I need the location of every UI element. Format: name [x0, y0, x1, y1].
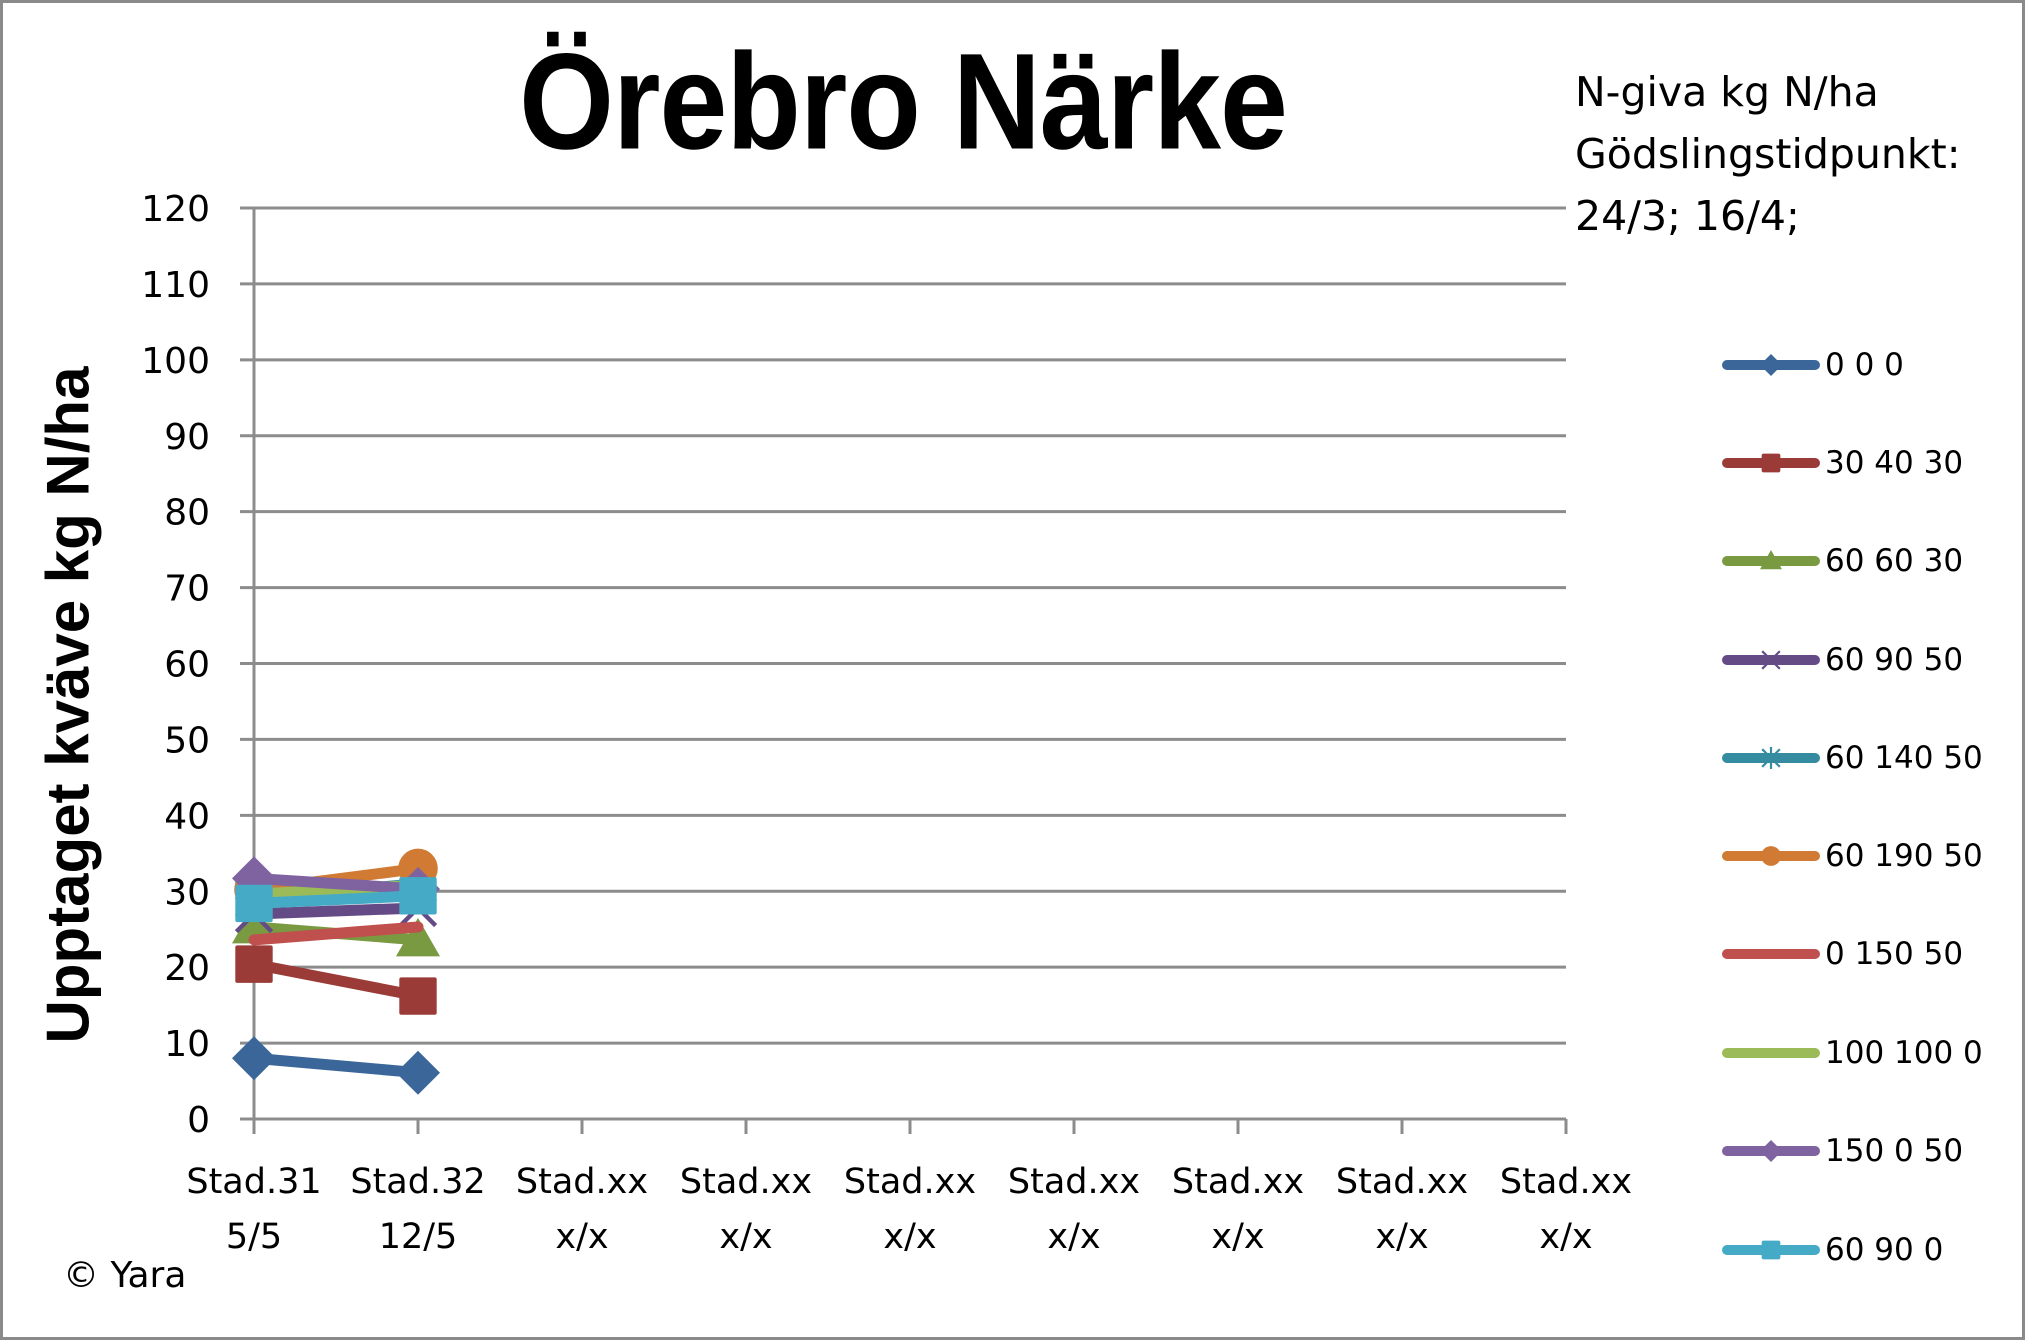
legend-item: 60 90 50: [1721, 640, 1963, 680]
triangle-marker-icon: [1760, 550, 1782, 570]
legend-label: 60 140 50: [1825, 740, 1983, 776]
y-tick-label: 30: [164, 872, 210, 913]
fertilization-info: N-giva kg N/ha Gödslingstidpunkt: 24/3; …: [1575, 61, 1961, 247]
legend-swatch-icon: [1722, 1048, 1820, 1058]
square-marker-icon: [399, 977, 437, 1015]
legend-label: 0 150 50: [1825, 936, 1964, 972]
y-tick-label: 80: [164, 493, 210, 534]
legend-swatch-icon: [1722, 650, 1820, 670]
x-tick-label-stage: Stad.xx: [680, 1162, 812, 1202]
x-tick-label-stage: Stad.xx: [516, 1162, 648, 1202]
square-marker-icon: [235, 945, 273, 983]
x-tick-label-stage: Stad.32: [350, 1162, 485, 1202]
gridlines: [240, 206, 1566, 1133]
legend-label: 60 90 50: [1825, 642, 1964, 678]
legend-swatch-icon: [1722, 453, 1820, 473]
legend-label: 0 0 0: [1825, 347, 1904, 383]
x-tick-label-stage: Stad.31: [186, 1162, 321, 1202]
series-line: [248, 872, 424, 895]
x-tick-label-stage: Stad.xx: [1008, 1162, 1140, 1202]
x-tick-label-stage: Stad.xx: [1336, 1162, 1468, 1202]
y-tick-label: 50: [164, 720, 210, 761]
diamond-marker-icon: [232, 1036, 276, 1081]
x-tick-label-date: x/x: [719, 1217, 772, 1257]
x-tick-label-date: 12/5: [379, 1217, 458, 1257]
legend-item: 60 60 30: [1721, 541, 1963, 581]
info-n-dose-label: N-giva kg N/ha: [1575, 68, 1879, 116]
legend-swatch-icon: [1722, 949, 1820, 959]
legend-label: 30 40 30: [1825, 445, 1964, 481]
legend-item: 60 140 50: [1721, 738, 1983, 778]
series-60-90-0: [235, 877, 437, 923]
y-tick-label: 110: [141, 265, 210, 306]
circle-marker-icon: [1761, 846, 1781, 866]
legend-item: 0 0 0: [1721, 345, 1904, 385]
legend-swatch-icon: [1722, 354, 1820, 376]
legend-swatch-icon: [1722, 846, 1820, 866]
y-tick-label: 40: [164, 796, 210, 837]
legend-item: 100 100 0: [1721, 1033, 1983, 1073]
diamond-marker-icon: [396, 1050, 440, 1095]
legend-item: 150 0 50: [1721, 1131, 1963, 1171]
legend-label: 100 100 0: [1825, 1035, 1983, 1071]
chart-title: Örebro Närke: [519, 25, 1288, 178]
data-series: [232, 848, 440, 1095]
x-tick-label-stage: Stad.xx: [1500, 1162, 1632, 1202]
x-tick-label-stage: Stad.xx: [1172, 1162, 1304, 1202]
square-marker-icon: [399, 877, 437, 915]
legend-item: 60 190 50: [1721, 836, 1983, 876]
x-tick-label-date: x/x: [1375, 1217, 1428, 1257]
diamond-marker-icon: [1760, 1140, 1782, 1162]
x-tick-label-date: x/x: [555, 1217, 608, 1257]
triangle-marker-icon: [396, 917, 440, 957]
square-marker-icon: [1761, 1240, 1781, 1260]
diamond-marker-icon: [1760, 354, 1782, 376]
legend-item: 30 40 30: [1721, 443, 1963, 483]
legend-swatch-icon: [1722, 747, 1820, 769]
star-marker-icon: [1761, 747, 1781, 769]
copyright-text: © Yara: [63, 1255, 187, 1296]
legend-swatch-icon: [1722, 1240, 1820, 1260]
y-tick-label: 90: [164, 417, 210, 458]
series-line: [248, 1052, 424, 1079]
x-tick-label-date: x/x: [1539, 1217, 1592, 1257]
legend-item: 60 90 0: [1721, 1230, 1943, 1270]
y-tick-label: 120: [141, 189, 210, 230]
legend-swatch-icon: [1722, 550, 1820, 570]
x-tick-label-stage: Stad.xx: [844, 1162, 976, 1202]
legend-item: 0 150 50: [1721, 934, 1963, 974]
x-tick-label-date: x/x: [883, 1217, 936, 1257]
series-line: [248, 921, 424, 946]
legend-swatch-icon: [1722, 1140, 1820, 1162]
y-tick-label: 60: [164, 645, 210, 686]
legend-label: 60 60 30: [1825, 543, 1964, 579]
series-30-40-30: [235, 945, 437, 1015]
x-axis-ticks: Stad.31 5/5 Stad.32 12/5 Stad.xx x/x Stad.xx x/…: [186, 1119, 1632, 1257]
legend-label: 150 0 50: [1825, 1133, 1964, 1169]
y-tick-label: 20: [164, 948, 210, 989]
series-line: [248, 890, 424, 909]
legend-label: 60 190 50: [1825, 838, 1983, 874]
series-line: [248, 958, 424, 1002]
y-tick-label: 0: [187, 1100, 210, 1141]
info-timing-dates: 24/3; 16/4;: [1575, 192, 1800, 240]
square-marker-icon: [235, 884, 273, 923]
square-marker-icon: [1761, 453, 1781, 473]
x-tick-label-date: 5/5: [226, 1217, 282, 1257]
x-marker-icon: [1761, 650, 1781, 670]
x-tick-label-date: x/x: [1211, 1217, 1264, 1257]
series-0-150-50: [248, 921, 424, 946]
x-tick-label-date: x/x: [1047, 1217, 1100, 1257]
info-timing-label: Gödslingstidpunkt:: [1575, 130, 1961, 178]
y-axis-ticks: 0 10 20 30 40 50 60 70 80 90 100 110 120: [141, 189, 210, 1141]
series-0-0-0: [232, 1036, 440, 1095]
series-line: [248, 902, 424, 920]
y-tick-label: 70: [164, 569, 210, 610]
legend-label: 60 90 0: [1825, 1232, 1944, 1268]
y-tick-label: 10: [164, 1024, 210, 1065]
y-tick-label: 100: [141, 341, 210, 382]
